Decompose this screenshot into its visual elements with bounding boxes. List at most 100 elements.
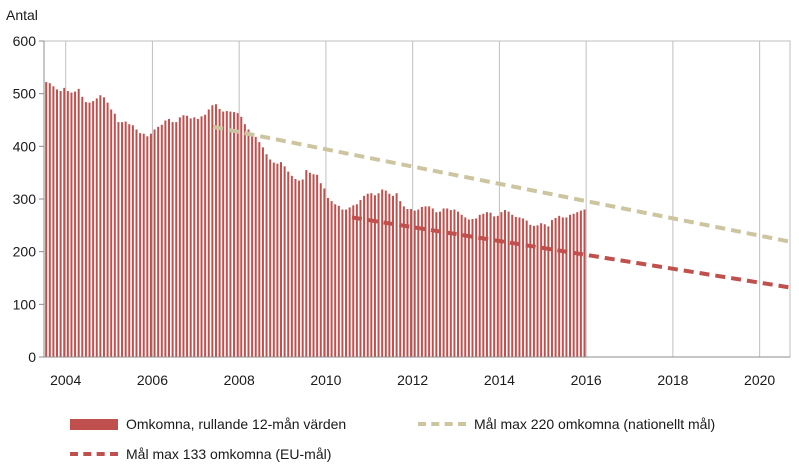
bar bbox=[514, 216, 517, 357]
x-tick-label: 2008 bbox=[224, 372, 255, 388]
bar bbox=[312, 174, 315, 357]
bar bbox=[139, 133, 142, 357]
bar bbox=[301, 179, 304, 357]
bar bbox=[326, 197, 329, 357]
bar bbox=[233, 112, 236, 357]
bar bbox=[438, 211, 441, 357]
bar bbox=[352, 205, 355, 357]
bar bbox=[547, 226, 550, 357]
bar bbox=[522, 218, 525, 357]
bar bbox=[142, 133, 145, 357]
bar bbox=[254, 136, 257, 357]
legend-swatch-eu bbox=[70, 452, 118, 456]
bar bbox=[308, 172, 311, 357]
bar bbox=[121, 122, 124, 358]
bar bbox=[511, 214, 514, 357]
bar bbox=[128, 124, 131, 357]
bar bbox=[84, 102, 87, 358]
legend-label-bars: Omkomna, rullande 12-mån värden bbox=[126, 416, 347, 432]
bar bbox=[77, 88, 80, 357]
bar bbox=[464, 217, 467, 357]
bar bbox=[160, 124, 163, 358]
bar bbox=[92, 101, 95, 357]
bar bbox=[500, 212, 503, 357]
bar bbox=[207, 109, 210, 357]
bar bbox=[189, 118, 192, 357]
bar bbox=[583, 209, 586, 357]
bar bbox=[157, 126, 160, 357]
bar bbox=[214, 104, 217, 357]
bar bbox=[504, 210, 506, 357]
y-tick-label: 0 bbox=[28, 349, 36, 365]
bar bbox=[478, 214, 481, 357]
x-tick-label: 2010 bbox=[310, 372, 341, 388]
bar bbox=[178, 117, 181, 357]
bar bbox=[290, 175, 293, 357]
bar bbox=[384, 190, 387, 357]
bar bbox=[131, 125, 134, 358]
bar bbox=[276, 163, 279, 357]
bar bbox=[529, 224, 532, 357]
bar bbox=[471, 219, 474, 357]
bar bbox=[287, 171, 290, 357]
bar bbox=[204, 114, 207, 357]
bar bbox=[323, 188, 326, 357]
bar bbox=[146, 136, 149, 357]
bar bbox=[280, 162, 283, 357]
bar bbox=[399, 201, 402, 357]
bar bbox=[124, 121, 127, 357]
x-tick-label: 2006 bbox=[137, 372, 168, 388]
legend-item-bars: Omkomna, rullande 12-mån värden bbox=[70, 416, 346, 432]
bar bbox=[395, 193, 398, 357]
y-axis-label: Antal bbox=[6, 7, 38, 23]
y-tick-label: 200 bbox=[13, 244, 37, 260]
bar bbox=[518, 217, 521, 357]
bar bbox=[457, 211, 460, 357]
bar bbox=[565, 217, 568, 357]
x-tick-label: 2014 bbox=[484, 372, 515, 388]
bar bbox=[225, 111, 228, 358]
bar bbox=[182, 115, 185, 357]
bar bbox=[74, 91, 77, 357]
bar bbox=[99, 95, 102, 357]
target-lines bbox=[212, 124, 791, 290]
bar bbox=[507, 211, 510, 357]
bar bbox=[294, 178, 297, 357]
bar bbox=[196, 118, 199, 358]
bar bbox=[149, 133, 152, 357]
bar bbox=[370, 193, 373, 357]
bar bbox=[175, 122, 178, 358]
bar bbox=[482, 213, 485, 357]
bar bbox=[106, 102, 109, 358]
bar bbox=[102, 97, 105, 357]
bar bbox=[475, 218, 478, 357]
bar bbox=[348, 207, 351, 357]
bar bbox=[569, 214, 572, 357]
y-tick-label: 400 bbox=[13, 138, 37, 154]
bar bbox=[446, 208, 449, 357]
bar bbox=[359, 200, 362, 357]
bar bbox=[251, 133, 254, 357]
legend-swatch-bars bbox=[70, 418, 118, 430]
bar bbox=[236, 113, 239, 357]
bar bbox=[561, 217, 564, 357]
bar bbox=[200, 116, 203, 358]
bar bbox=[576, 212, 579, 357]
bar bbox=[428, 206, 431, 357]
bar bbox=[381, 189, 384, 357]
bar bbox=[363, 195, 366, 357]
bar bbox=[117, 122, 120, 358]
x-tick-label: 2012 bbox=[397, 372, 428, 388]
bar bbox=[525, 220, 528, 357]
bar bbox=[265, 154, 268, 357]
bar bbox=[337, 205, 340, 357]
bar bbox=[554, 217, 557, 357]
bar bbox=[377, 193, 380, 357]
bar-series bbox=[45, 82, 586, 358]
bar bbox=[283, 166, 286, 357]
bar bbox=[243, 124, 246, 357]
bar bbox=[366, 193, 369, 357]
bar bbox=[113, 113, 116, 358]
bar bbox=[240, 116, 243, 357]
bar bbox=[63, 87, 66, 357]
